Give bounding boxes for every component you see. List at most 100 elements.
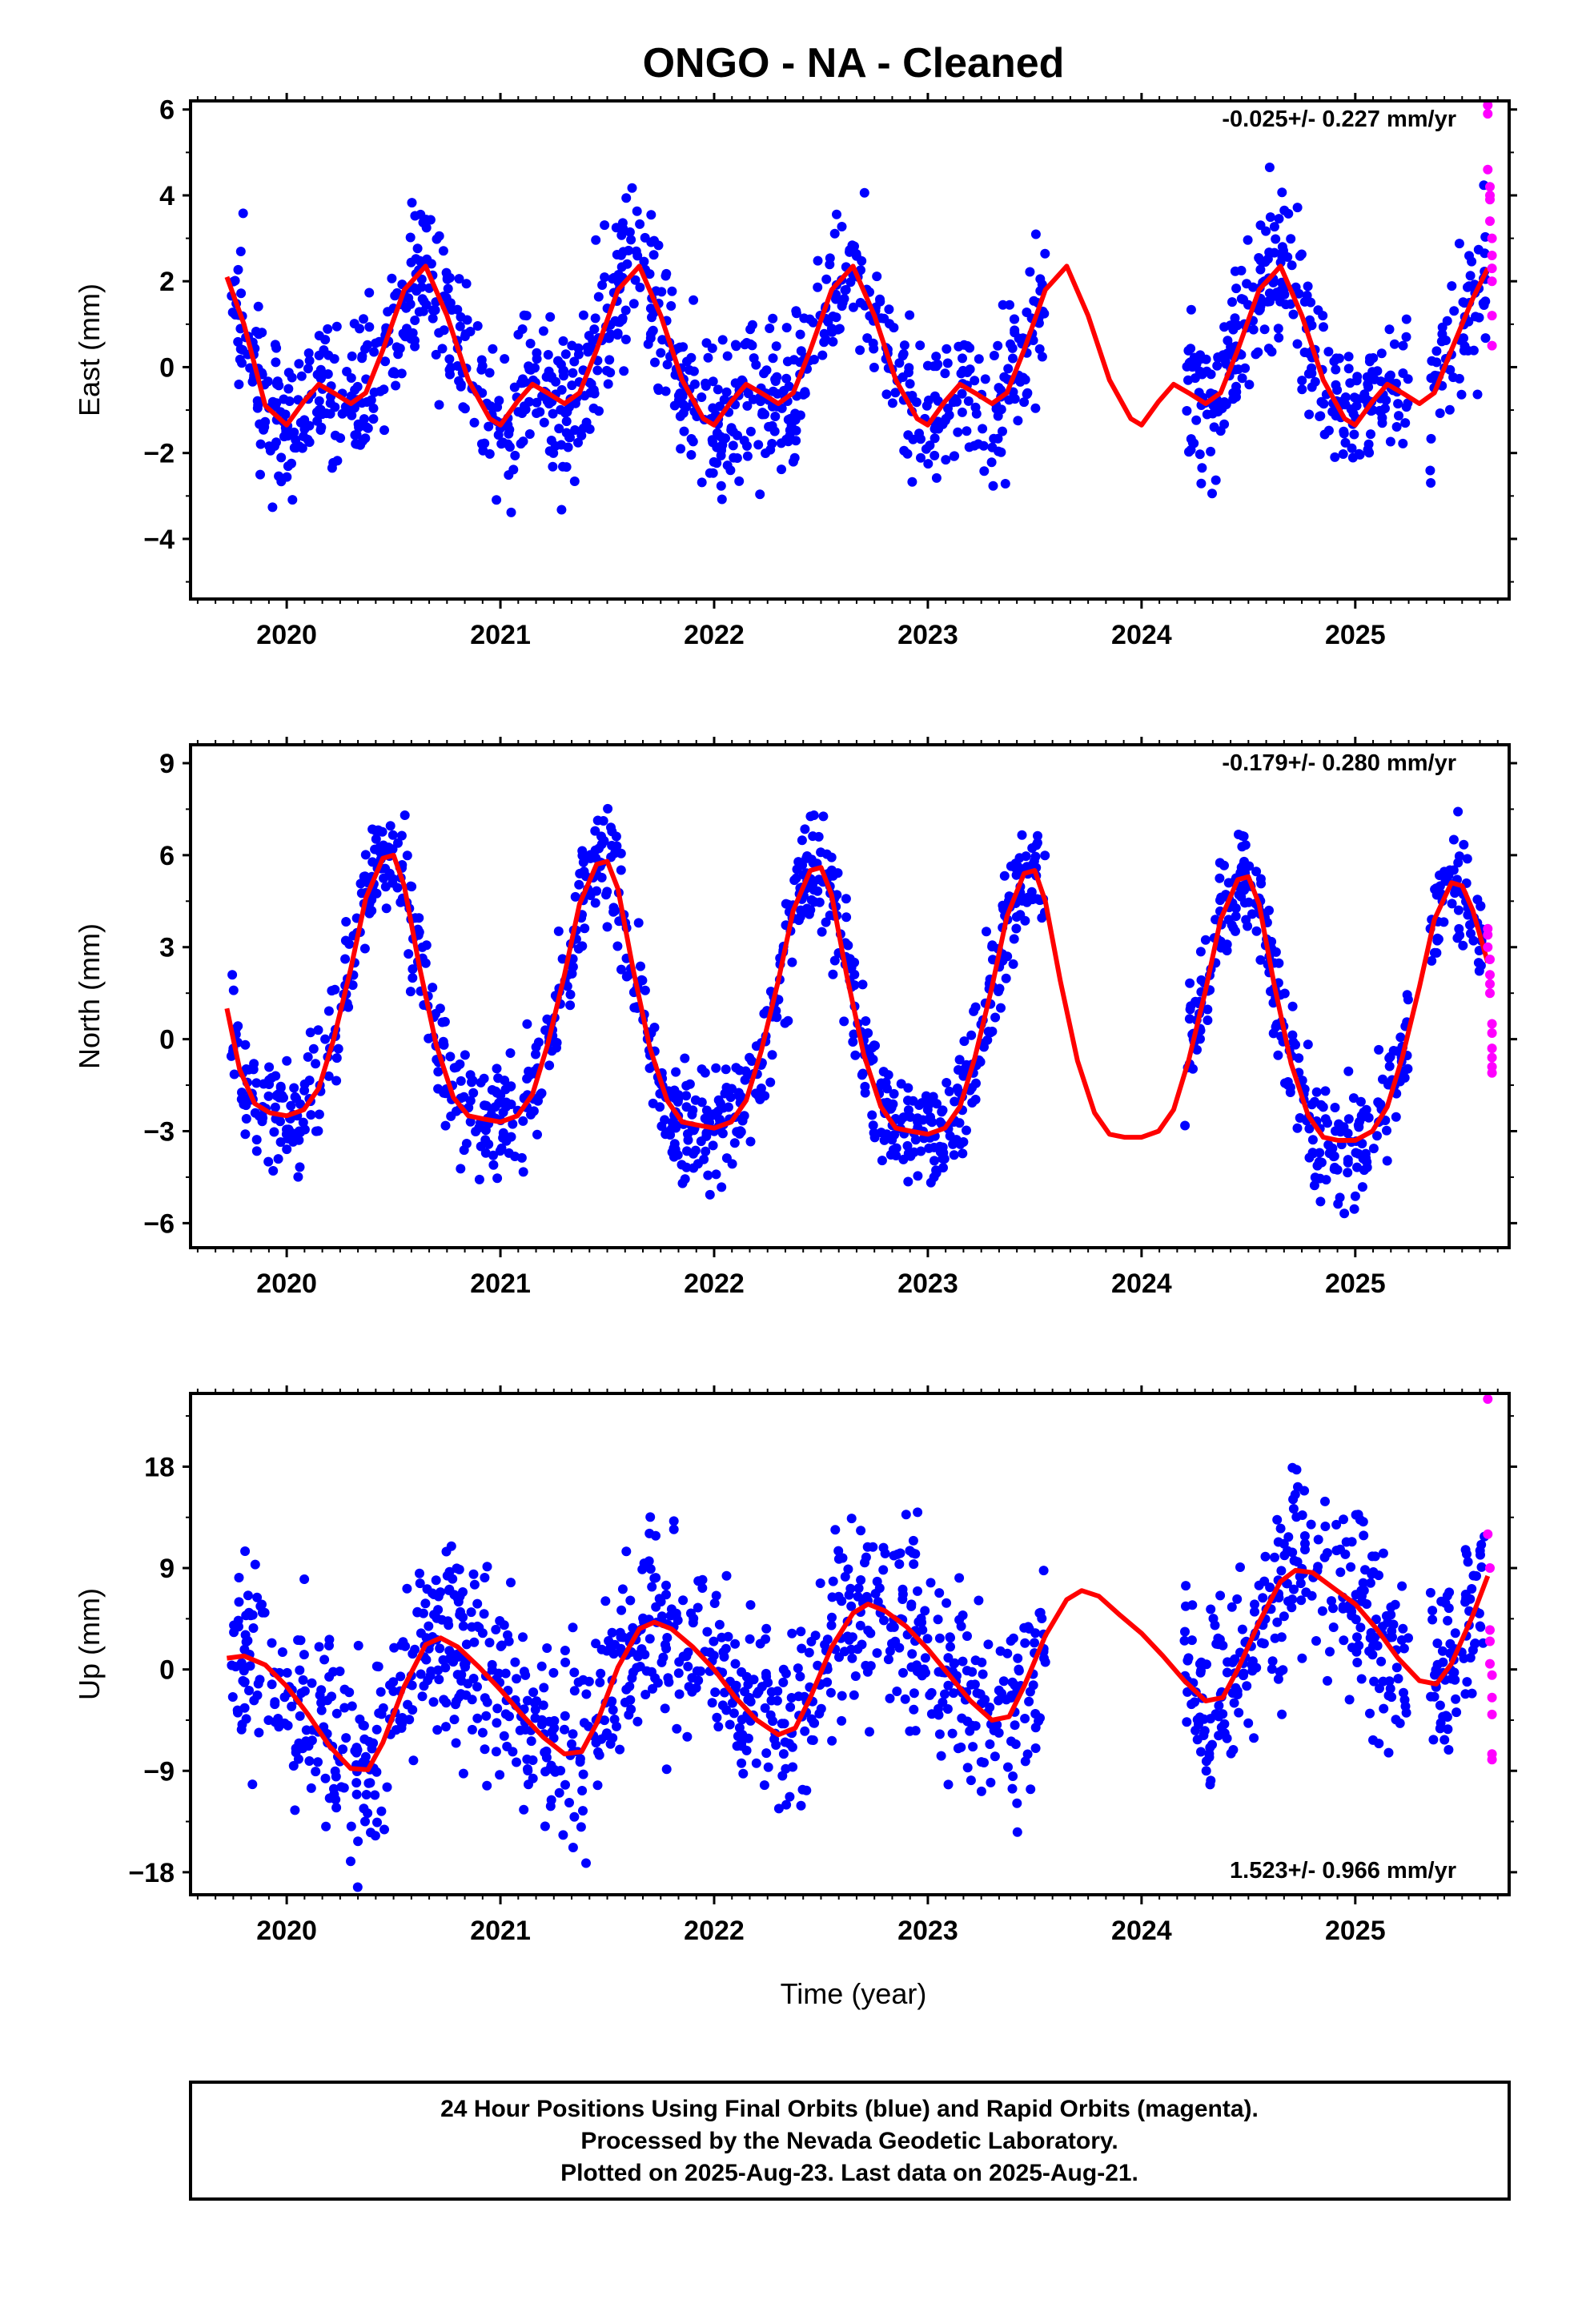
final-orbit-point (449, 1063, 460, 1073)
final-orbit-point (889, 1088, 899, 1099)
final-orbit-point (954, 1055, 965, 1065)
final-orbit-point (617, 315, 628, 325)
rapid-orbit-point (1483, 1529, 1493, 1539)
final-orbit-point (428, 313, 438, 324)
final-orbit-point (426, 259, 436, 269)
final-orbit-point (444, 1620, 454, 1630)
x-tick-label: 2023 (897, 1269, 958, 1299)
final-orbit-point (1272, 1514, 1283, 1525)
final-orbit-point (1232, 1686, 1243, 1696)
final-orbit-point (1011, 870, 1022, 880)
final-orbit-point (1431, 947, 1442, 958)
final-orbit-point (1009, 314, 1019, 324)
rapid-orbit-point (1485, 1625, 1495, 1635)
final-orbit-point (640, 1690, 651, 1699)
final-orbit-point (942, 1598, 952, 1608)
final-orbit-point (416, 282, 427, 292)
final-orbit-point (536, 1719, 547, 1730)
final-orbit-point (850, 1050, 861, 1060)
final-orbit-point (771, 341, 781, 352)
final-orbit-point (813, 282, 823, 292)
final-orbit-point (595, 1677, 605, 1687)
final-orbit-point (793, 1691, 804, 1702)
final-orbit-point (1426, 478, 1436, 488)
final-orbit-point (990, 1751, 1000, 1762)
final-orbit-point (673, 1096, 683, 1107)
final-orbit-point (1303, 281, 1313, 292)
final-orbit-point (717, 445, 726, 456)
final-orbit-point (995, 1646, 1006, 1656)
rapid-orbit-point (1483, 942, 1493, 952)
final-orbit-point (781, 1799, 792, 1810)
final-orbit-point (682, 356, 692, 367)
final-orbit-point (675, 411, 685, 421)
final-orbit-point (513, 329, 524, 340)
final-orbit-point (949, 1150, 959, 1160)
final-orbit-point (649, 235, 659, 246)
final-orbit-point (905, 310, 915, 320)
final-orbit-point (341, 917, 351, 927)
final-orbit-point (538, 1700, 548, 1711)
final-orbit-point (1467, 1584, 1477, 1594)
final-orbit-point (463, 1679, 473, 1689)
final-orbit-point (827, 1735, 837, 1746)
final-orbit-point (751, 1088, 761, 1099)
final-orbit-point (446, 1541, 456, 1551)
final-orbit-point (734, 1128, 745, 1139)
final-orbit-point (327, 986, 337, 996)
final-orbit-point (554, 424, 564, 434)
final-orbit-point (921, 1091, 931, 1101)
final-orbit-point (441, 1722, 451, 1732)
final-orbit-point (1460, 1597, 1471, 1607)
final-orbit-point (479, 1609, 489, 1619)
final-orbit-point (844, 1632, 854, 1642)
final-orbit-point (1190, 1697, 1200, 1707)
final-orbit-point (944, 1086, 954, 1096)
final-orbit-point (1319, 1552, 1330, 1562)
final-orbit-point (1256, 879, 1267, 889)
final-orbit-point (1399, 1687, 1408, 1698)
final-orbit-point (364, 287, 375, 298)
final-orbit-point (1459, 345, 1469, 356)
final-orbit-point (456, 381, 466, 392)
final-orbit-point (247, 376, 258, 387)
final-orbit-point (503, 1630, 512, 1640)
final-orbit-point (1196, 1747, 1206, 1757)
final-orbit-point (569, 1686, 580, 1696)
final-orbit-point (878, 1067, 889, 1077)
final-orbit-point (714, 1619, 725, 1630)
final-orbit-point (1012, 1798, 1022, 1808)
final-orbit-point (542, 1014, 552, 1024)
final-orbit-point (1403, 374, 1413, 384)
final-orbit-point (639, 256, 649, 267)
final-orbit-point (1010, 328, 1020, 338)
final-orbit-point (495, 1616, 505, 1626)
final-orbit-point (938, 1105, 948, 1116)
final-orbit-point (791, 873, 801, 883)
final-orbit-point (1442, 316, 1452, 326)
final-orbit-point (1398, 1623, 1408, 1634)
final-orbit-point (1275, 1667, 1285, 1677)
final-orbit-point (776, 438, 786, 448)
final-orbit-point (620, 334, 631, 344)
final-orbit-point (1347, 443, 1357, 453)
final-orbit-point (840, 1571, 850, 1582)
final-orbit-point (1428, 1735, 1439, 1745)
final-orbit-point (1470, 1638, 1480, 1649)
final-orbit-point (845, 245, 855, 255)
final-orbit-point (598, 816, 608, 826)
final-orbit-point (828, 336, 838, 347)
final-orbit-point (605, 1739, 616, 1749)
final-orbit-point (556, 505, 567, 515)
final-orbit-point (978, 424, 988, 434)
final-orbit-point (604, 355, 615, 365)
final-orbit-point (418, 306, 428, 316)
final-orbit-point (1008, 959, 1018, 969)
final-orbit-point (1378, 1548, 1388, 1558)
final-orbit-point (233, 1707, 243, 1718)
final-orbit-point (493, 430, 504, 440)
final-orbit-point (745, 324, 756, 335)
final-orbit-point (931, 472, 942, 483)
final-orbit-point (955, 1139, 966, 1149)
final-orbit-point (1338, 449, 1348, 459)
